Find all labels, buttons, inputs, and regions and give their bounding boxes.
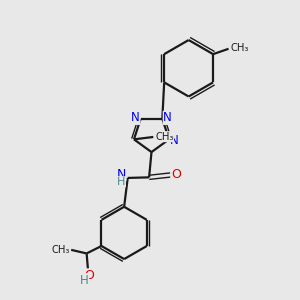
Text: N: N — [131, 111, 140, 124]
Text: O: O — [171, 169, 181, 182]
Text: CH₃: CH₃ — [51, 244, 69, 255]
Text: H: H — [80, 274, 88, 287]
Text: CH₃: CH₃ — [155, 132, 173, 142]
Text: O: O — [84, 269, 94, 282]
Text: H: H — [117, 177, 125, 187]
Text: CH₃: CH₃ — [230, 44, 249, 53]
Text: N: N — [116, 168, 126, 181]
Text: N: N — [170, 134, 179, 147]
Text: N: N — [163, 111, 172, 124]
